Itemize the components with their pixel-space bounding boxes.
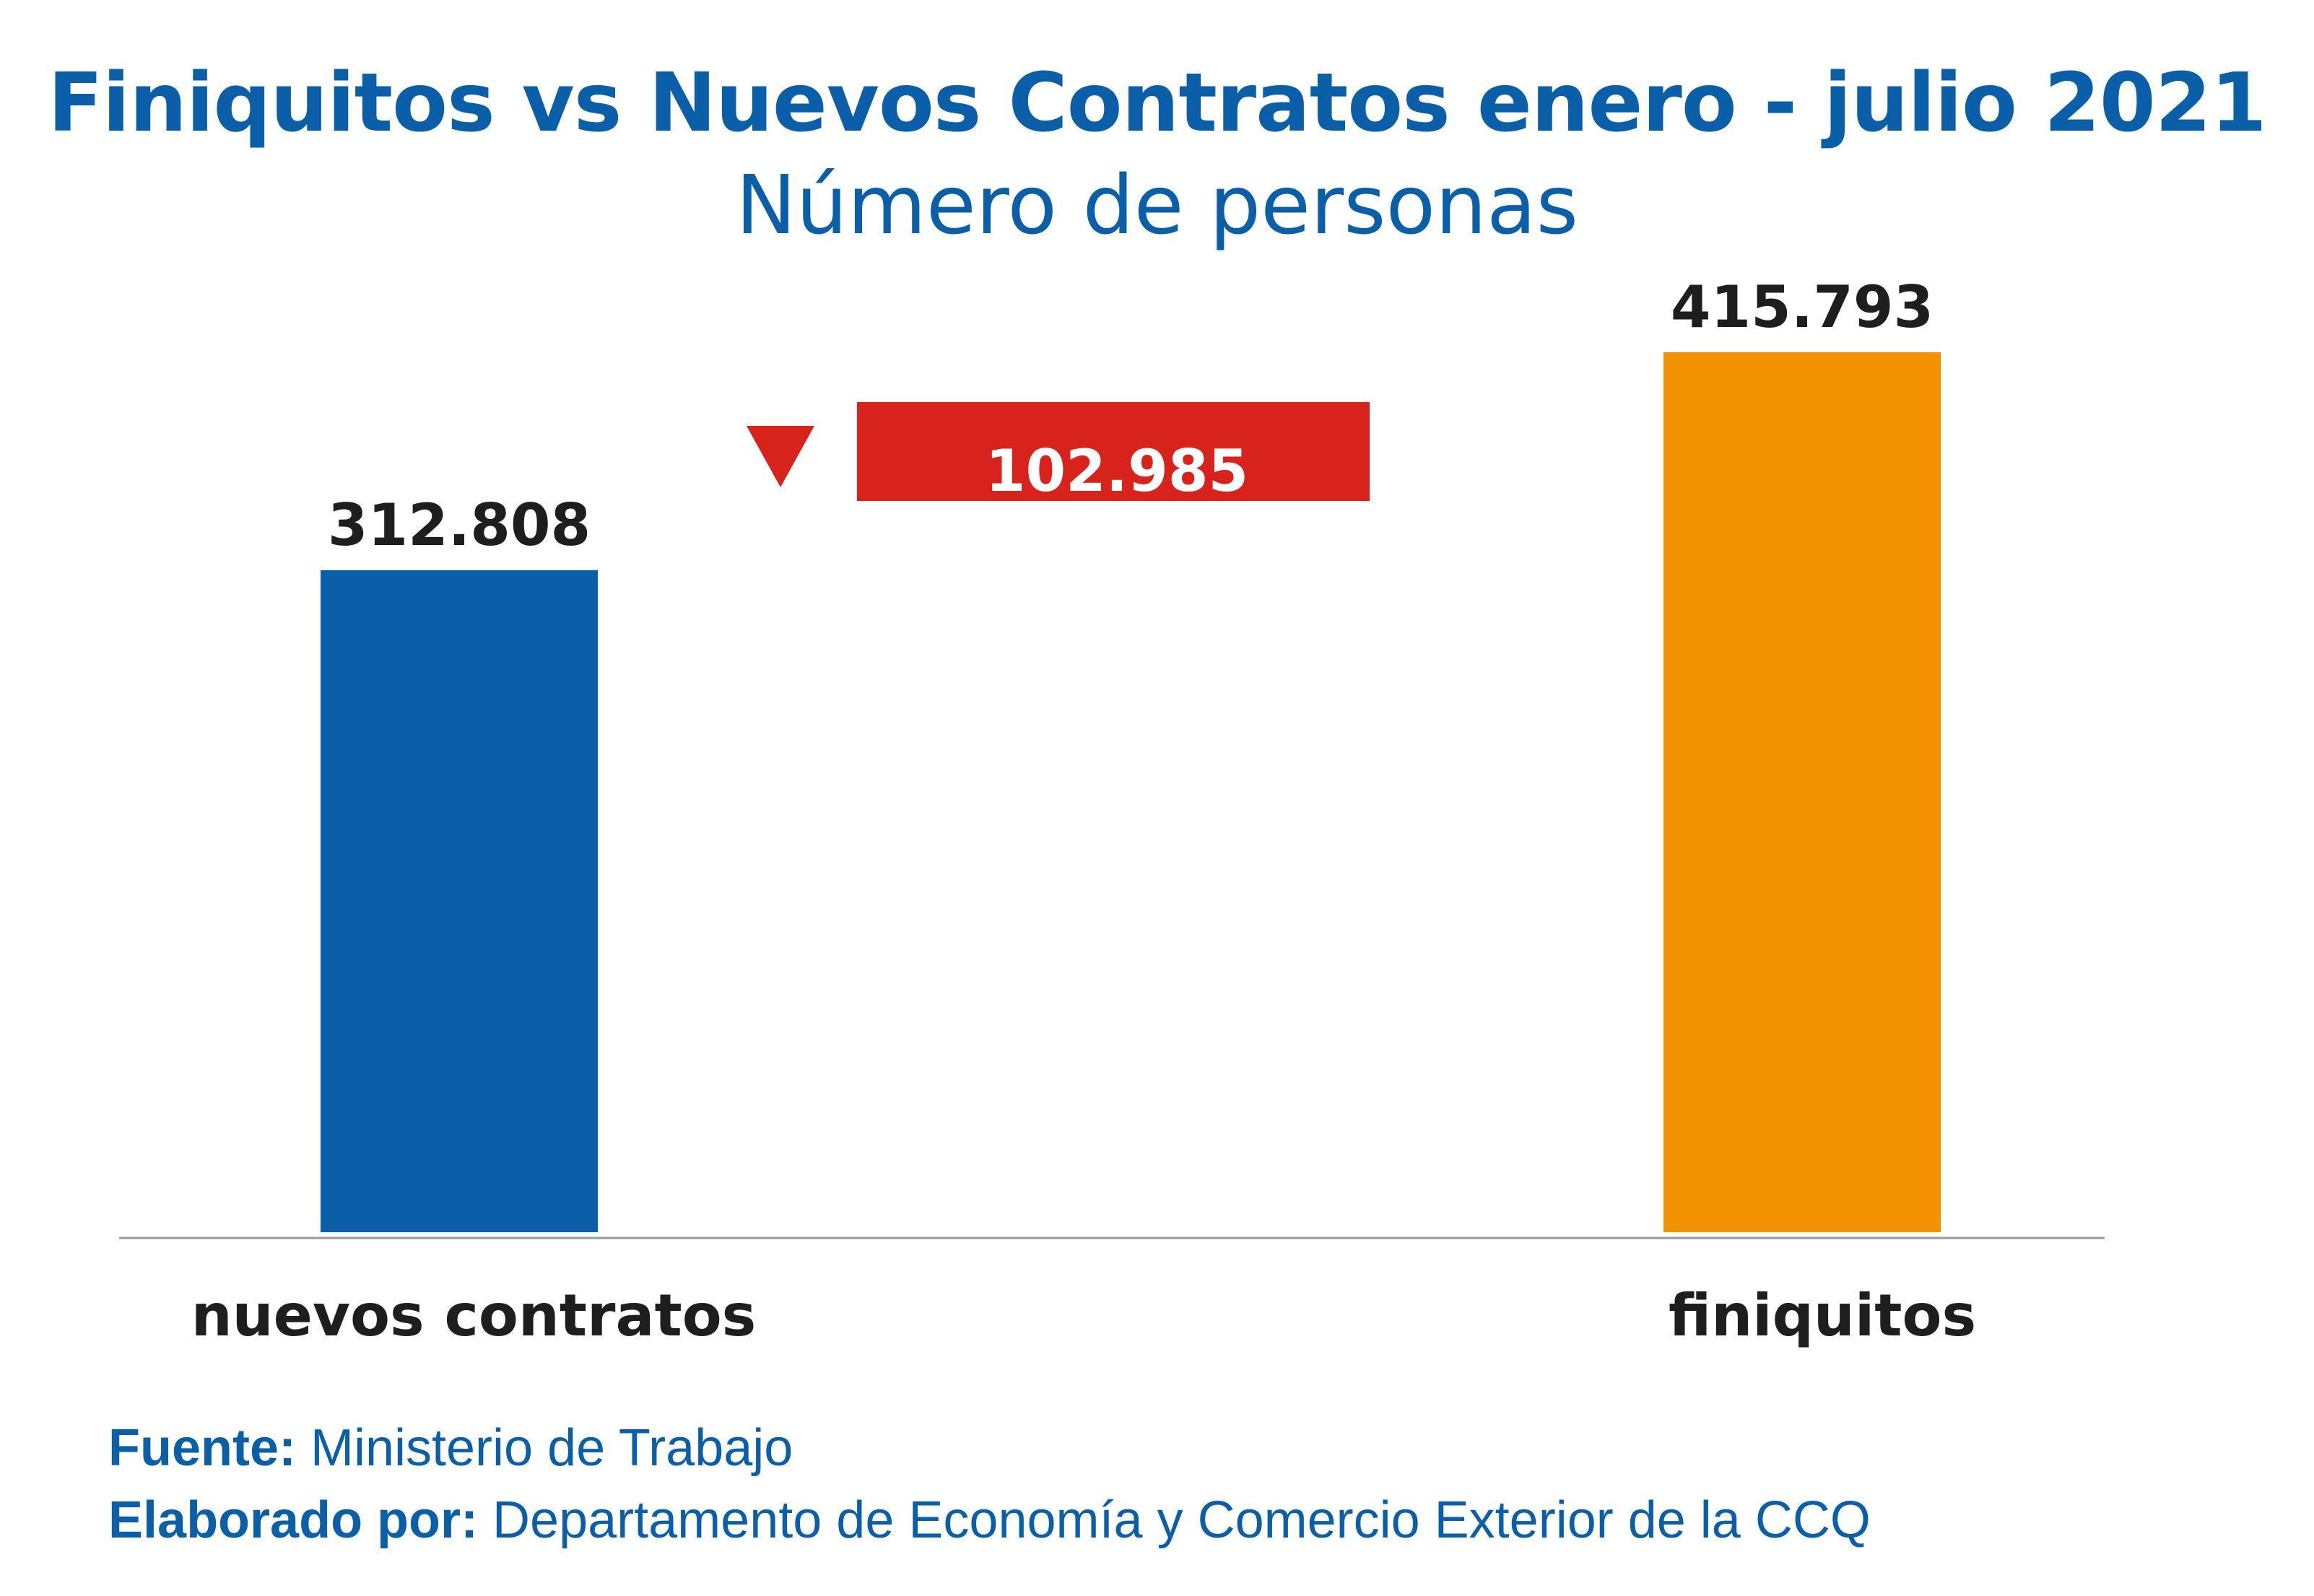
source-line: Fuente: Ministerio de Trabajo (108, 1418, 793, 1478)
difference-annotation: 102.985 (747, 402, 1370, 505)
bar-value-label: 415.793 (1671, 274, 1934, 341)
difference-box (857, 402, 1370, 501)
category-tick-label: nuevos contratos (191, 1282, 757, 1349)
author-value: Departamento de Economía y Comercio Exte… (492, 1491, 1871, 1549)
bar-nuevos-contratos (321, 570, 598, 1232)
chart-title: Finiquitos vs Nuevos Contratos enero - j… (48, 56, 2266, 150)
source-value: Ministerio de Trabajo (310, 1419, 793, 1477)
bar-value-label: 312.808 (328, 492, 591, 559)
author-label: Elaborado por: (108, 1491, 479, 1549)
down-triangle-icon (747, 426, 814, 487)
source-label: Fuente: (108, 1419, 296, 1477)
category-tick-label: finiquitos (1669, 1282, 1976, 1349)
author-line: Elaborado por: Departamento de Economía … (108, 1491, 1871, 1550)
chart-subtitle: Número de personas (736, 159, 1578, 253)
bar-finiquitos (1663, 352, 1941, 1233)
difference-label: 102.985 (986, 437, 1248, 505)
